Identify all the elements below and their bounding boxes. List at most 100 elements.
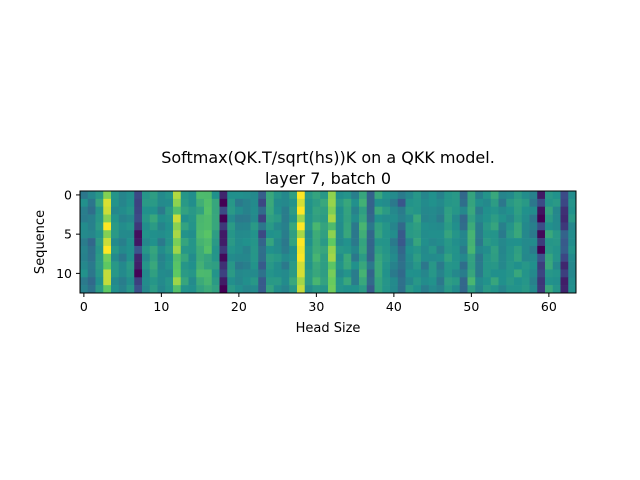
heatmap-cell bbox=[335, 198, 344, 207]
heatmap-cell bbox=[126, 191, 135, 200]
heatmap-cell bbox=[428, 245, 437, 255]
heatmap-cell bbox=[165, 285, 174, 294]
heatmap-cell bbox=[304, 206, 313, 215]
heatmap-cell bbox=[390, 206, 399, 215]
heatmap-cell bbox=[421, 245, 430, 255]
heatmap-cell bbox=[320, 206, 329, 215]
heatmap-cell bbox=[405, 285, 414, 294]
heatmap-cell bbox=[335, 206, 344, 215]
heatmap-cell bbox=[328, 245, 337, 255]
heatmap-cell bbox=[103, 261, 112, 270]
heatmap-cell bbox=[359, 222, 368, 231]
x-tick-label: 60 bbox=[541, 299, 557, 314]
heatmap-cell bbox=[351, 191, 360, 200]
heatmap-cell bbox=[428, 230, 437, 239]
heatmap-cell bbox=[328, 253, 337, 262]
heatmap-cell bbox=[204, 206, 213, 215]
heatmap-cell bbox=[312, 206, 321, 215]
heatmap-cell bbox=[366, 238, 375, 247]
heatmap-cell bbox=[118, 198, 127, 207]
heatmap-cell bbox=[459, 191, 468, 200]
heatmap-cell bbox=[281, 277, 290, 286]
heatmap-cell bbox=[219, 198, 228, 207]
heatmap-cell bbox=[568, 230, 577, 239]
heatmap-cell bbox=[118, 238, 127, 247]
heatmap-cell bbox=[359, 198, 368, 207]
y-tick-label: 10 bbox=[56, 266, 72, 281]
heatmap-cell bbox=[204, 269, 213, 278]
heatmap-cell bbox=[483, 238, 492, 247]
heatmap-cell bbox=[235, 285, 244, 294]
heatmap-cell bbox=[475, 285, 484, 294]
heatmap-cell bbox=[529, 245, 538, 255]
heatmap-cell bbox=[475, 206, 484, 215]
y-axis-label: Sequence bbox=[33, 210, 48, 274]
heatmap-cell bbox=[188, 261, 197, 270]
heatmap-cell bbox=[165, 214, 174, 223]
heatmap-cell bbox=[521, 198, 530, 207]
heatmap-cell bbox=[196, 191, 205, 200]
heatmap-cell bbox=[413, 261, 422, 270]
heatmap-cell bbox=[304, 222, 313, 231]
heatmap-cell bbox=[320, 253, 329, 262]
heatmap-cell bbox=[343, 277, 352, 286]
heatmap-cell bbox=[211, 245, 220, 255]
heatmap-cell bbox=[537, 230, 546, 239]
heatmap-cell bbox=[87, 238, 96, 247]
heatmap-cell bbox=[103, 285, 112, 294]
heatmap-cells bbox=[80, 191, 577, 294]
heatmap-cell bbox=[382, 261, 391, 270]
heatmap-cell bbox=[428, 253, 437, 262]
heatmap-cell bbox=[483, 191, 492, 200]
heatmap-cell bbox=[173, 206, 182, 215]
heatmap-cell bbox=[459, 277, 468, 286]
heatmap-cell bbox=[149, 269, 158, 278]
heatmap-cell bbox=[475, 269, 484, 278]
heatmap-cell bbox=[498, 261, 507, 270]
heatmap-cell bbox=[312, 198, 321, 207]
heatmap-cell bbox=[475, 214, 484, 223]
heatmap-cell bbox=[405, 261, 414, 270]
heatmap-cell bbox=[281, 230, 290, 239]
heatmap-cell bbox=[258, 261, 267, 270]
heatmap-cell bbox=[219, 222, 228, 231]
heatmap-cell bbox=[537, 277, 546, 286]
heatmap-cell bbox=[413, 245, 422, 255]
heatmap-cell bbox=[366, 261, 375, 270]
heatmap-cell bbox=[382, 214, 391, 223]
heatmap-cell bbox=[289, 253, 298, 262]
heatmap-cell bbox=[521, 269, 530, 278]
heatmap-cell bbox=[95, 198, 104, 207]
heatmap-cell bbox=[483, 245, 492, 255]
heatmap-cell bbox=[397, 245, 406, 255]
heatmap-cell bbox=[111, 253, 120, 262]
heatmap-cell bbox=[134, 230, 143, 239]
heatmap-cell bbox=[514, 198, 523, 207]
heatmap-cell bbox=[490, 245, 499, 255]
heatmap-cell bbox=[258, 214, 267, 223]
heatmap-cell bbox=[149, 206, 158, 215]
heatmap-cell bbox=[235, 191, 244, 200]
heatmap-cell bbox=[227, 206, 236, 215]
heatmap-cell bbox=[118, 206, 127, 215]
heatmap-cell bbox=[134, 191, 143, 200]
heatmap-cell bbox=[235, 269, 244, 278]
heatmap-cell bbox=[126, 277, 135, 286]
heatmap-cell bbox=[111, 285, 120, 294]
heatmap-cell bbox=[359, 269, 368, 278]
heatmap-cell bbox=[490, 214, 499, 223]
heatmap-cell bbox=[266, 261, 275, 270]
heatmap-cell bbox=[335, 285, 344, 294]
heatmap-cell bbox=[351, 277, 360, 286]
heatmap-cell bbox=[320, 214, 329, 223]
heatmap-cell bbox=[529, 269, 538, 278]
heatmap-cell bbox=[514, 222, 523, 231]
heatmap-cell bbox=[165, 269, 174, 278]
heatmap-cell bbox=[312, 245, 321, 255]
heatmap-cell bbox=[118, 214, 127, 223]
heatmap-cell bbox=[219, 238, 228, 247]
heatmap-cell bbox=[320, 238, 329, 247]
heatmap-cell bbox=[173, 253, 182, 262]
heatmap-cell bbox=[374, 198, 383, 207]
heatmap-cell bbox=[204, 191, 213, 200]
